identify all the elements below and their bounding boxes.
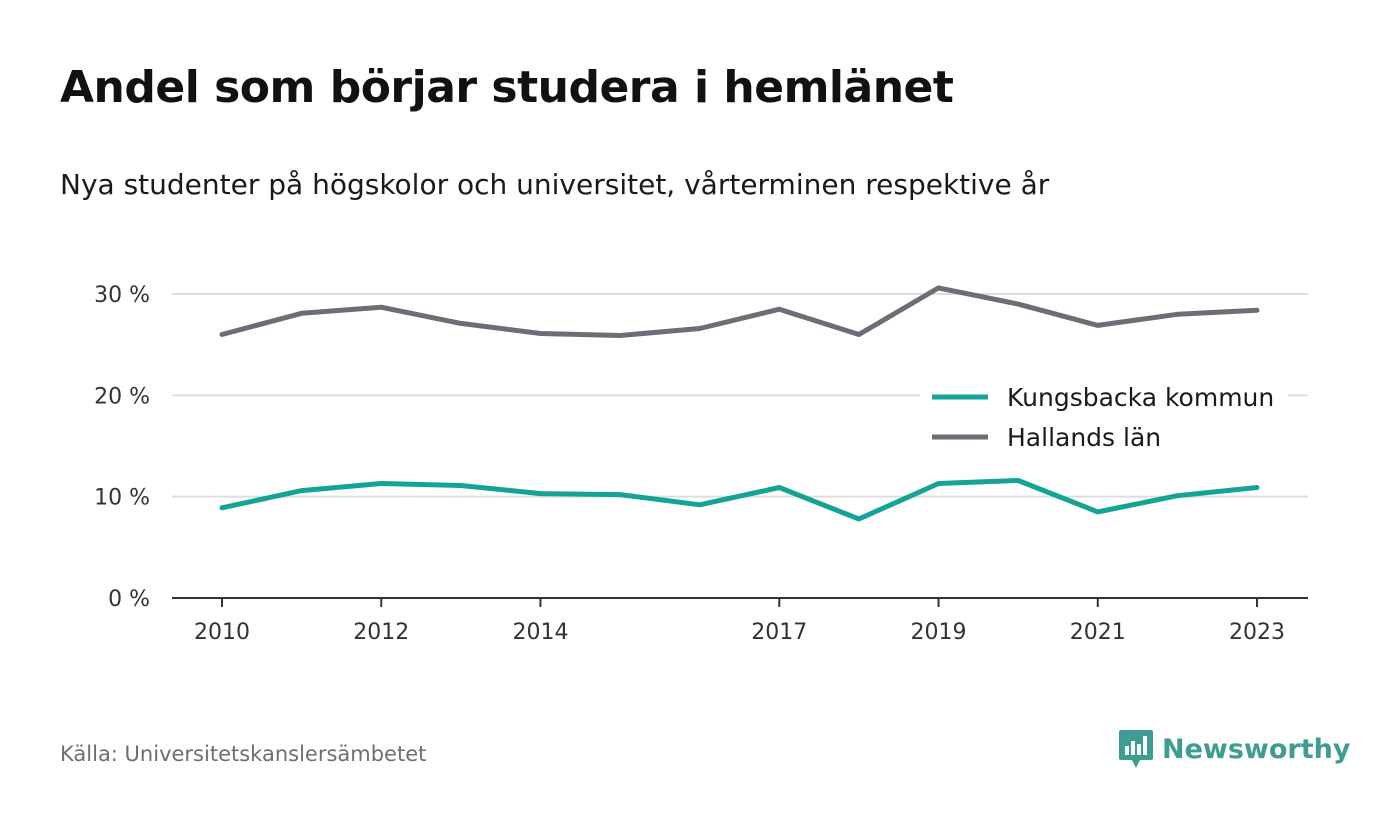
x-tick-label: 2023	[1229, 620, 1285, 645]
y-tick-label: 10 %	[94, 486, 150, 511]
chart-title: Andel som börjar studera i hemlänet	[60, 62, 954, 113]
x-tick-label: 2014	[512, 620, 568, 645]
series-lines	[219, 285, 1260, 522]
x-tick-label: 2019	[911, 620, 967, 645]
brand-logo: Newsworthy	[1118, 728, 1350, 770]
legend-label: Hallands län	[1007, 423, 1161, 452]
x-tick-label: 2021	[1070, 620, 1126, 645]
y-tick-label: 0 %	[108, 587, 150, 612]
legend-label: Kungsbacka kommun	[1007, 383, 1274, 412]
legend-background	[920, 374, 1288, 464]
y-tick-label: 20 %	[94, 384, 150, 409]
series-line-halland	[219, 285, 1260, 338]
newsworthy-logo-icon	[1119, 730, 1153, 768]
brand-name: Newsworthy	[1162, 733, 1351, 765]
source-note: Källa: Universitetskanslersämbetet	[60, 742, 427, 766]
line-chart: 0 % 10 % 20 % 30 % 2010 2012 2014 2017 2019 2021 2…	[94, 283, 1308, 645]
legend: Kungsbacka kommun Hallands län	[920, 374, 1288, 464]
x-tick-label: 2017	[751, 620, 807, 645]
chart-subtitle: Nya studenter på högskolor och universit…	[60, 168, 1050, 201]
y-tick-label: 30 %	[94, 283, 150, 308]
axes: 0 % 10 % 20 % 30 % 2010 2012 2014 2017 2019 2021 2…	[94, 283, 1308, 645]
x-tick-label: 2012	[353, 620, 409, 645]
x-tick-label: 2010	[194, 620, 250, 645]
series-line-kungsbacka	[219, 478, 1260, 522]
